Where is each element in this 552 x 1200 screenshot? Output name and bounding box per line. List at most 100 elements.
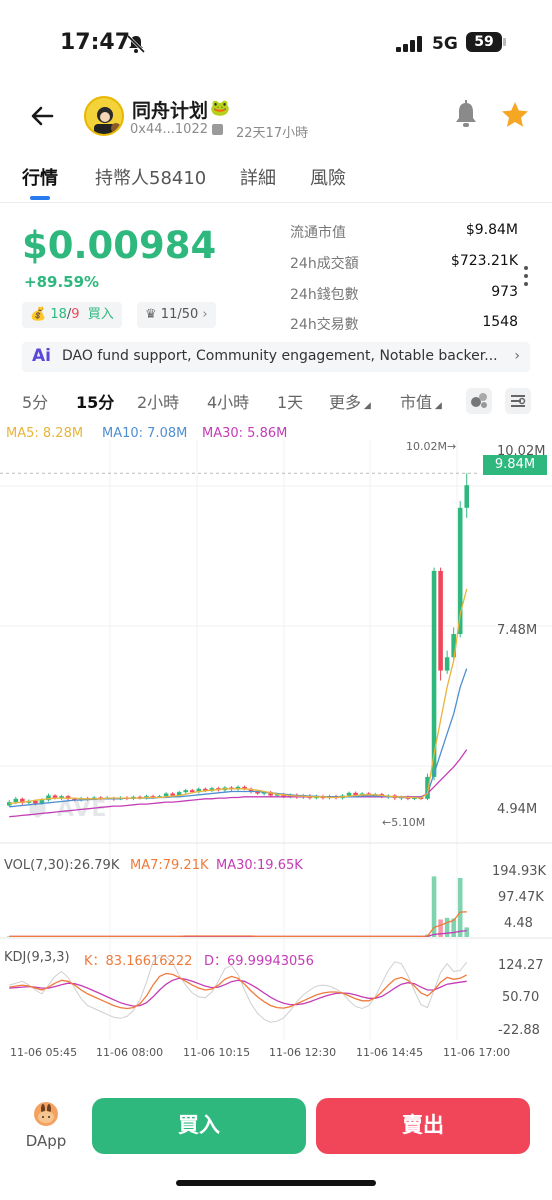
candle: [59, 796, 64, 799]
holders-rank-badge[interactable]: ♛ 11/50 ›: [137, 302, 216, 328]
x-tick-label: 11-06 12:30: [269, 1046, 337, 1059]
candle: [33, 800, 38, 804]
candle: [6, 802, 12, 806]
tab-market[interactable]: 行情: [22, 168, 58, 189]
sell-button[interactable]: 賣出: [316, 1098, 530, 1154]
ai-icon: Ai: [32, 346, 51, 366]
vol-tick-high: 194.93K: [492, 864, 547, 879]
buy-label: 買入: [87, 307, 114, 322]
kdj-tick-mid: 50.70: [502, 990, 540, 1005]
candle: [170, 793, 175, 796]
candle: [457, 507, 463, 635]
tab-risk[interactable]: 風險: [310, 168, 346, 189]
candle: [281, 794, 287, 797]
high-price-label: 10.02M→: [406, 440, 457, 453]
pancake-bunny-icon: [34, 1102, 58, 1126]
interval-2h[interactable]: 2小時: [137, 393, 180, 412]
candle: [52, 795, 58, 799]
vol-tick-mid: 97.47K: [498, 890, 544, 905]
token-age: 22天17小時: [236, 126, 309, 141]
candle: [183, 790, 189, 793]
current-price-tag: 9.84M: [483, 455, 547, 475]
candle: [189, 790, 195, 793]
copy-icon[interactable]: [212, 124, 223, 135]
interval-1d[interactable]: 1天: [277, 393, 304, 412]
stat-label-mcap: 流通市值: [290, 225, 346, 241]
kdj-d-line: [9, 977, 467, 1007]
candle: [438, 570, 443, 671]
interval-more[interactable]: 更多 ◢: [329, 393, 371, 412]
alert-bell-icon[interactable]: [452, 100, 480, 130]
stat-label-wallets: 24h錢包數: [290, 287, 359, 303]
candle: [242, 786, 247, 789]
candle: [353, 792, 358, 796]
volume-bar: [444, 917, 450, 937]
y-tick-low: 4.94M: [497, 802, 538, 817]
buy-count: 18: [50, 307, 67, 322]
chevron-right-icon: ›: [514, 348, 520, 364]
ai-summary-text: DAO fund support, Community engagement, …: [62, 348, 498, 364]
candle: [268, 792, 273, 796]
kdj-k-line: [9, 972, 468, 1010]
buy-button[interactable]: 買入: [92, 1098, 306, 1154]
candle: [444, 657, 450, 671]
kdj-legend: KDJ(9,3,3): [4, 950, 70, 965]
contract-address[interactable]: 0x44...1022: [130, 122, 208, 137]
interval-15m[interactable]: 15分: [76, 393, 115, 412]
chevron-right-icon: ›: [202, 307, 208, 322]
bell-off-icon: [126, 34, 146, 54]
vol-ma30-legend: MA30:19.65K: [216, 858, 303, 873]
crown-icon: ♛: [145, 307, 157, 322]
status-time: 17:47: [60, 30, 131, 55]
back-arrow-icon[interactable]: [26, 100, 58, 132]
divider: [0, 202, 552, 203]
stat-value-trades: 1548: [482, 314, 518, 330]
favorite-star-icon[interactable]: [500, 100, 530, 130]
token-logo: [84, 96, 124, 136]
candle: [248, 788, 254, 792]
candle: [13, 798, 19, 803]
network-type: 5G: [432, 34, 458, 54]
x-tick-label: 11-06 14:45: [356, 1046, 424, 1059]
indicator-toggle-icon[interactable]: [466, 388, 492, 414]
candle: [20, 798, 25, 803]
vol-ma7-legend: MA7:79.21K: [130, 858, 209, 873]
stat-value-wallets: 973: [491, 284, 518, 300]
volume-bar: [464, 927, 470, 937]
candle: [431, 570, 437, 777]
kdj-j-line: [9, 954, 468, 1023]
chart-mode-mcap[interactable]: 市值 ◢: [400, 393, 442, 412]
dapp-label: DApp: [25, 1132, 67, 1150]
candle: [464, 485, 470, 508]
ma30-line: [9, 749, 468, 818]
volume-bar: [451, 918, 456, 937]
signal-icon: [396, 36, 422, 52]
vol-ma7-line: [9, 911, 467, 938]
more-options-icon[interactable]: [524, 266, 530, 290]
interval-4h[interactable]: 4小時: [207, 393, 250, 412]
tab-holders[interactable]: 持幣人58410: [95, 168, 207, 189]
home-indicator: [176, 1180, 376, 1186]
x-tick-label: 11-06 05:45: [10, 1046, 78, 1059]
candle: [451, 634, 456, 658]
token-name: 同舟计划: [132, 100, 209, 122]
ai-summary-bar[interactable]: Ai DAO fund support, Community engagemen…: [22, 342, 530, 372]
candle: [274, 794, 280, 796]
price-chart[interactable]: [0, 440, 552, 1040]
dapp-button[interactable]: DApp: [24, 1102, 68, 1150]
tab-details[interactable]: 詳細: [240, 168, 276, 189]
interval-5m[interactable]: 5分: [22, 393, 49, 412]
current-price: $0.00984: [22, 224, 217, 267]
ma5-legend: MA5: 8.28M: [6, 426, 84, 441]
vol-legend: VOL(7,30):26.79K: [4, 858, 120, 873]
buy-sell-badge[interactable]: 💰 18/9 買入: [22, 302, 122, 328]
sell-count: 9: [71, 307, 80, 322]
kdj-tick-high: 124.27: [498, 958, 544, 973]
x-tick-label: 11-06 17:00: [443, 1046, 511, 1059]
stat-label-volume: 24h成交額: [290, 256, 359, 272]
x-tick-label: 11-06 08:00: [96, 1046, 164, 1059]
frog-icon: 🐸: [210, 98, 230, 117]
price-change: +89.59%: [24, 273, 100, 291]
candle: [346, 792, 352, 796]
chart-settings-icon[interactable]: [505, 388, 531, 414]
